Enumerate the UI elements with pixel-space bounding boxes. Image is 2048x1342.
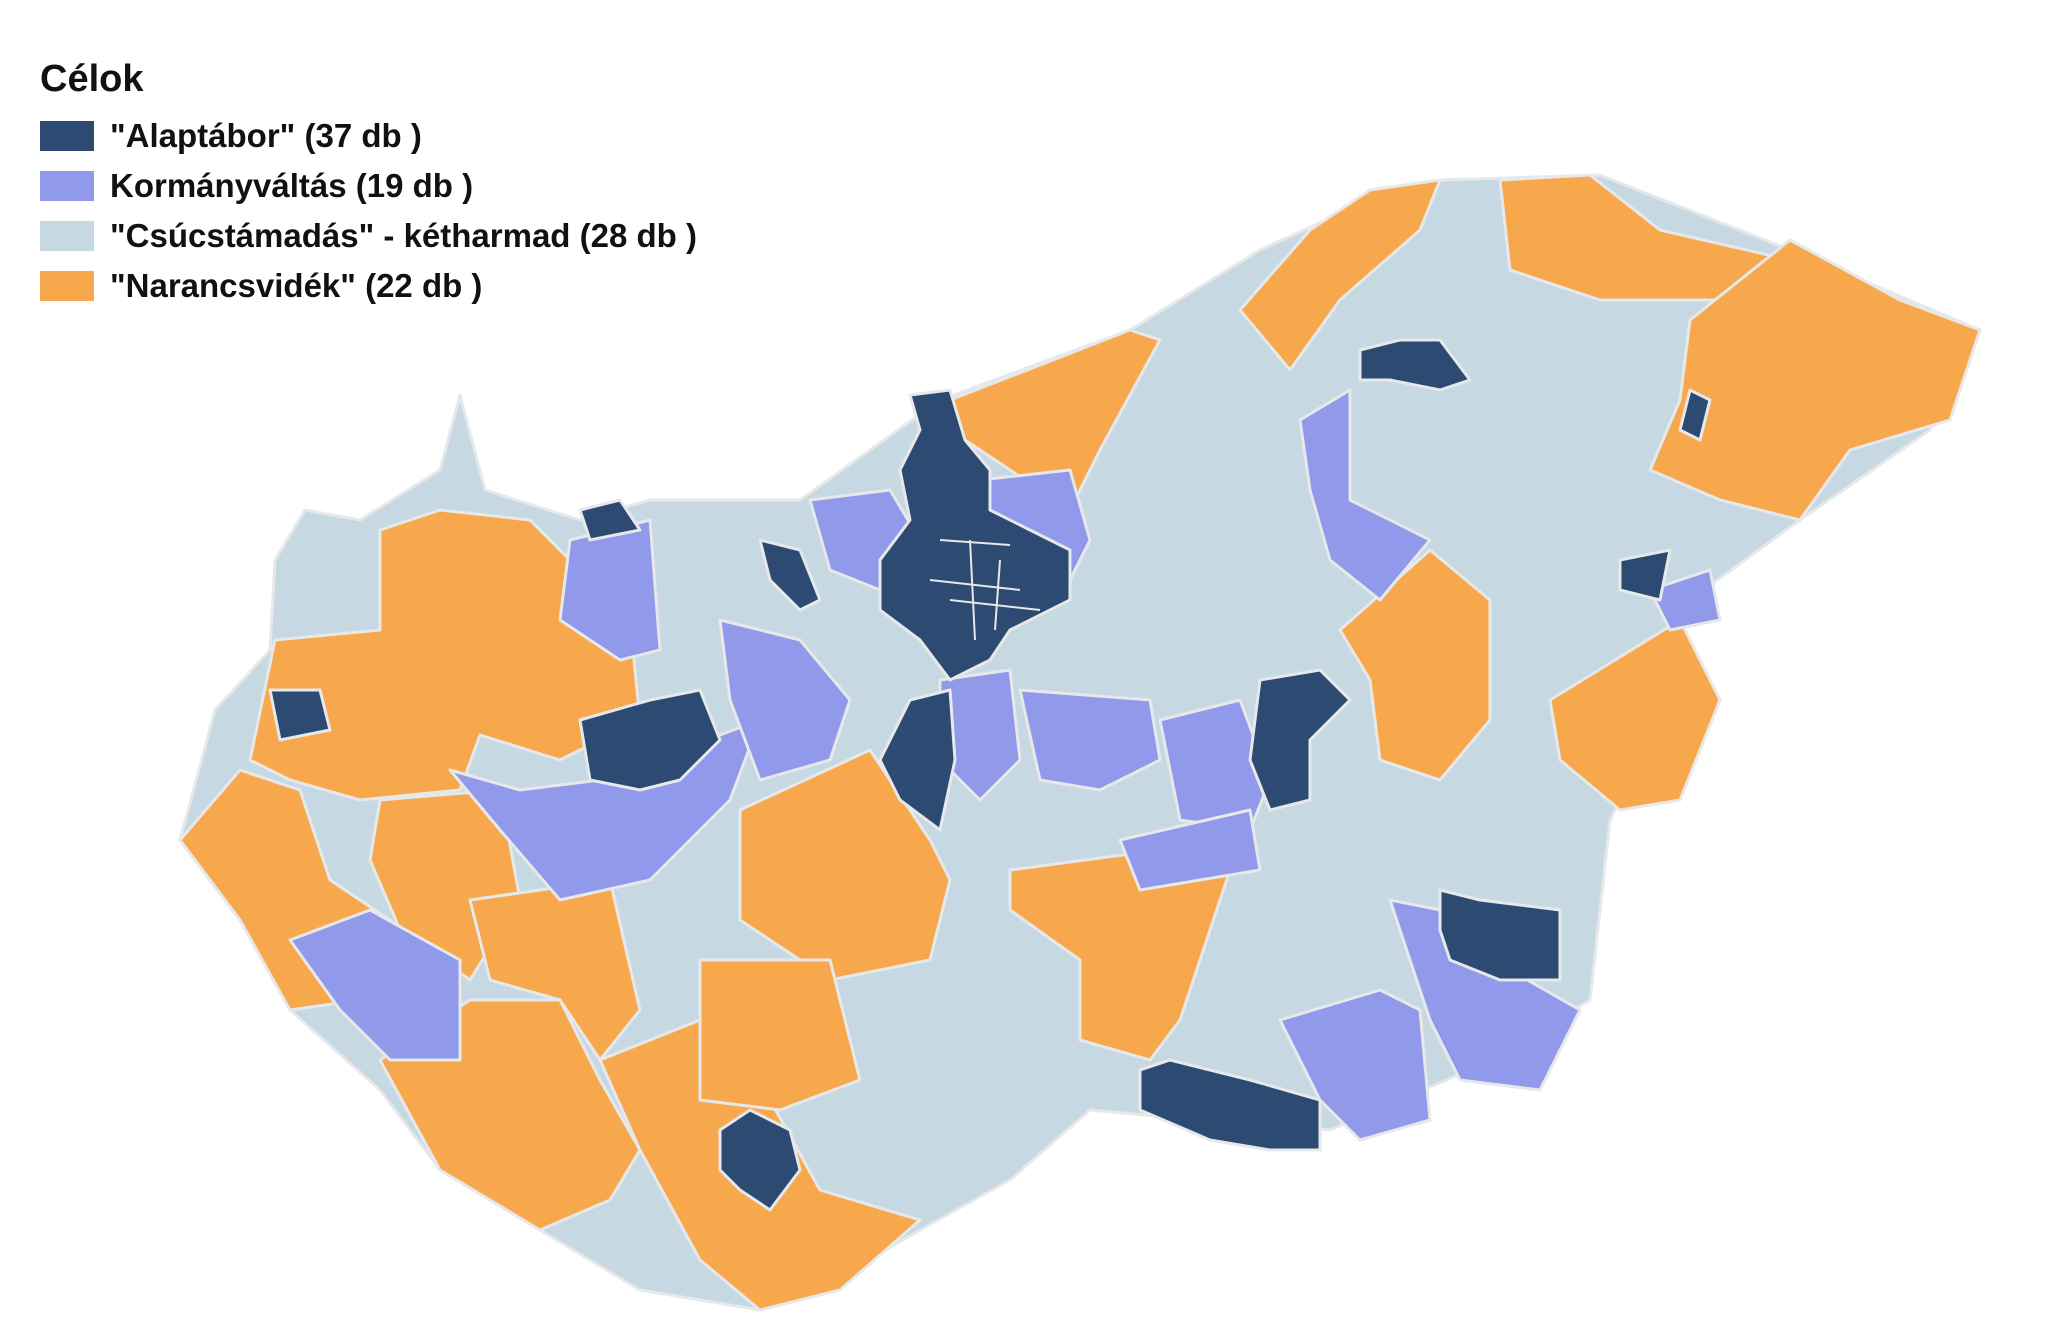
legend-swatch-kormanyvaltas <box>40 171 94 201</box>
region-c-purple-3 <box>1018 688 1162 792</box>
alaptabor-regions <box>268 338 1712 1212</box>
legend-swatch-csucstamadas <box>40 221 94 251</box>
legend-title: Célok <box>40 58 144 100</box>
region-c-orange-1 <box>738 748 952 982</box>
region-e-purple-1 <box>1648 568 1722 632</box>
region-w-blue-2 <box>758 538 822 612</box>
region-ne-blue-1 <box>1358 338 1472 392</box>
map-legend: Célok "Alaptábor" (37 db ) Kormányváltás… <box>40 58 697 311</box>
legend-swatch-alaptabor <box>40 121 94 151</box>
legend-item-alaptabor: "Alaptábor" (37 db ) <box>40 111 697 161</box>
region-w-blue-4 <box>578 688 722 792</box>
region-pecs <box>718 1108 802 1212</box>
region-w-purple-3 <box>288 908 462 1062</box>
budapest-districts <box>929 539 1041 641</box>
region-danube-south <box>878 688 957 832</box>
region-c-blue-1 <box>1248 668 1352 812</box>
region-ne-purple-1 <box>1298 388 1432 602</box>
region-c-purple-5 <box>1118 808 1262 892</box>
legend-item-csucstamadas: "Csúcstámadás" - kétharmad (28 db ) <box>40 211 697 261</box>
region-nw-orange <box>248 508 642 802</box>
region-se-blue-2 <box>1138 1058 1322 1152</box>
legend-item-narancsvidek: "Narancsvidék" (22 db ) <box>40 261 697 311</box>
region-e-orange-1 <box>1338 548 1492 782</box>
legend-swatch-narancsvidek <box>40 271 94 301</box>
region-ne-orange-3 <box>1648 238 1982 522</box>
region-ne-blue-3 <box>1618 548 1672 602</box>
region-w-blue-3 <box>268 688 332 742</box>
region-c-purple-4 <box>1158 698 1272 832</box>
narancsvidek-regions <box>178 173 1982 1312</box>
legend-label-alaptabor: "Alaptábor" (37 db ) <box>110 117 422 154</box>
region-ne-orange-1 <box>1238 178 1442 372</box>
region-ne-blue-2 <box>1678 388 1712 442</box>
region-w-blue-1 <box>578 498 642 542</box>
region-c-purple-1 <box>718 618 852 782</box>
legend-item-kormanyvaltas: Kormányváltás (19 db ) <box>40 161 697 211</box>
legend-label-narancsvidek: "Narancsvidék" (22 db ) <box>110 267 483 304</box>
legend-label-csucstamadas: "Csúcstámadás" - kétharmad (28 db ) <box>110 217 697 254</box>
legend-label-kormanyvaltas: Kormányváltás (19 db ) <box>110 167 474 204</box>
region-c-orange-2 <box>698 958 862 1112</box>
budapest-district-lines <box>929 539 1041 641</box>
region-se-blue-1 <box>1438 888 1562 982</box>
